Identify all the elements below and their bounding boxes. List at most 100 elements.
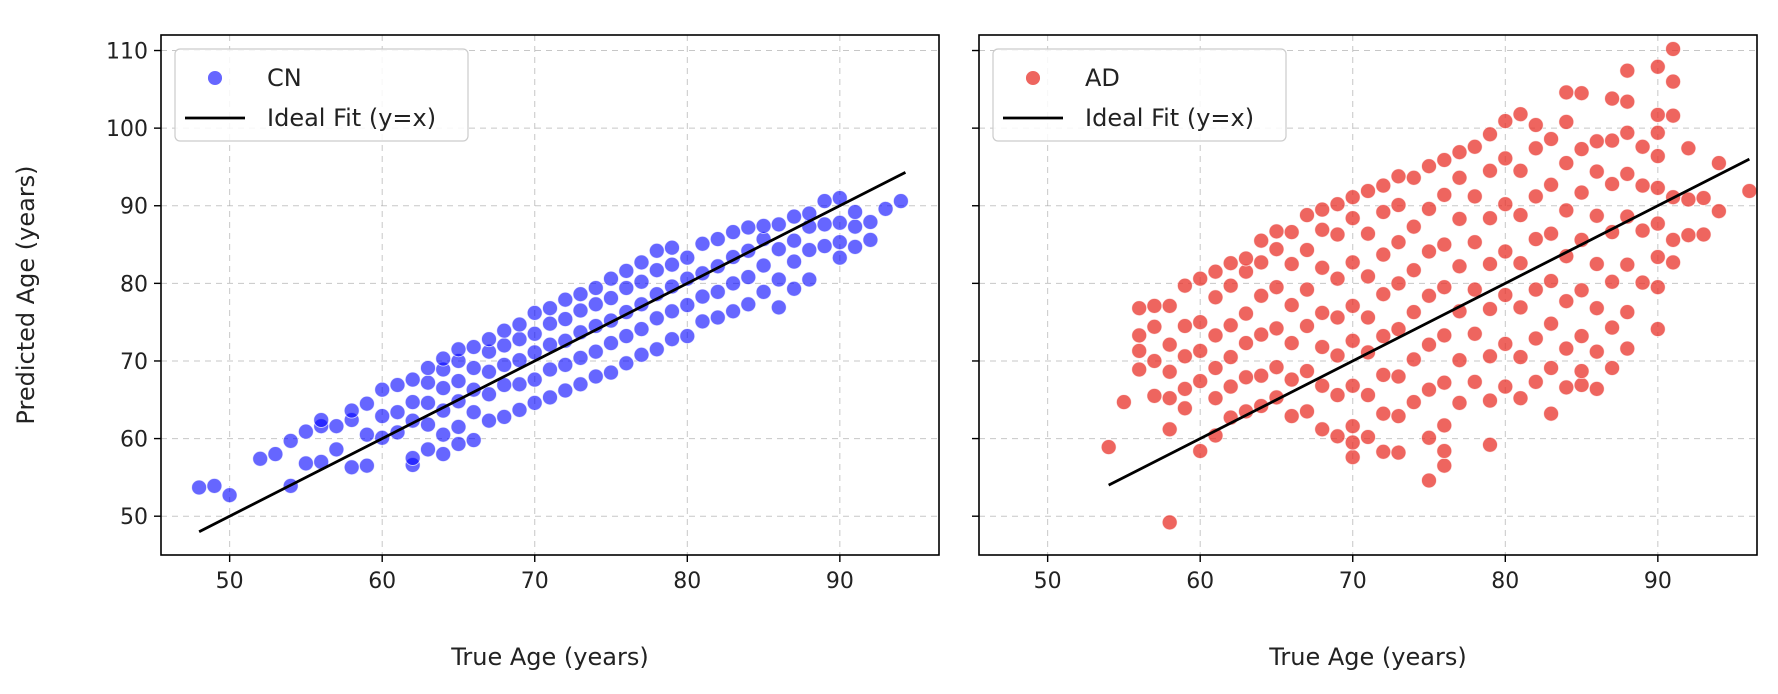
ad-point [1268,359,1285,376]
cn-point [481,386,497,403]
cn-point [450,418,467,435]
ad-point [1176,400,1193,417]
ad-point [1176,348,1193,365]
ad-point [1329,226,1346,243]
cn-point [511,331,528,348]
ad-point [1543,315,1560,332]
ad-point [1161,390,1178,407]
ad-point [1558,379,1575,396]
ad-point [1360,268,1376,285]
ad-point [1314,201,1331,218]
cn-point [343,402,360,419]
ad-point [1588,133,1605,150]
ad-point [1329,428,1346,445]
ad-point [1466,234,1483,251]
ad-point [1436,374,1453,391]
cn-point [526,371,543,388]
ad-point [1100,439,1117,456]
cn-point [481,363,497,380]
cn-point [633,254,650,271]
ad-point [1558,155,1575,172]
ad-point [1436,457,1453,474]
ad-point [1314,377,1331,394]
cn-point [786,280,803,297]
ad-point [1176,318,1193,334]
ad-point [1344,297,1361,314]
ad-point [1344,434,1361,451]
cn-point [511,376,528,393]
cn-point [572,376,589,393]
cn-point [542,361,558,378]
cn-point [801,271,818,288]
ad-point [1360,309,1376,326]
cn-point [252,450,269,467]
ad-point [1482,162,1498,179]
ad-point [1588,343,1605,360]
cn-xtick-label: 80 [673,569,701,594]
cn-point [770,216,787,233]
ad-point [1543,273,1560,289]
ad-point [1527,231,1544,248]
ad-xtick-label: 90 [1644,569,1672,594]
ad-point [1314,339,1331,355]
ad-point [1253,254,1270,271]
ad-point [1558,340,1575,357]
ad-point [1436,279,1453,296]
ad-point [1360,225,1376,242]
cn-point [465,360,482,376]
ad-legend: AD Ideal Fit (y=x) [992,48,1287,142]
ad-point [1665,254,1682,271]
ad-point [1710,155,1727,172]
cn-point [862,214,879,230]
cn-point [435,350,452,367]
cn-point [358,395,375,412]
cn-point [618,262,635,279]
cn-point [542,315,558,332]
ad-point [1421,381,1437,398]
ad-point [1161,421,1178,438]
ad-point [1665,231,1682,248]
cn-point [725,303,742,320]
ad-point [1665,41,1682,57]
ad-plot-frame [978,34,1758,556]
ad-point [1360,183,1376,199]
ad-point [1421,472,1437,489]
ad-point [1573,85,1590,102]
cn-point [694,235,711,252]
ad-point [1497,150,1514,167]
ad-point [1131,342,1148,359]
ad-point [1299,281,1315,298]
cn-point [831,214,848,231]
cn-point [770,299,787,316]
ad-point [1573,377,1590,393]
cn-legend-label-line: Ideal Fit (y=x) [267,104,436,132]
ad-point [1466,138,1483,155]
ad-point [1375,328,1392,345]
ad-point [1436,417,1453,434]
ad-point [1283,335,1300,352]
cn-point [831,234,848,251]
ad-point [1527,188,1544,205]
cn-point [358,457,375,474]
ad-point [1283,297,1300,314]
ad-point [1268,223,1285,240]
ad-point [1451,352,1468,369]
cn-point [404,394,421,411]
ad-point [1405,351,1422,368]
cn-point [420,416,436,433]
ad-point [1619,304,1636,321]
ad-point [1573,328,1590,345]
ad-point [1161,514,1178,531]
cn-ytick-label: 100 [106,117,148,142]
ad-point [1421,200,1437,217]
cn-point [420,394,436,411]
ad-point [1405,304,1422,321]
cn-legend-marker [207,70,223,86]
ad-point [1253,287,1270,304]
cn-point [709,231,726,248]
cn-point [847,218,864,235]
ad-point [1512,162,1529,179]
cn-point [648,262,665,279]
ad-point [1649,215,1666,232]
